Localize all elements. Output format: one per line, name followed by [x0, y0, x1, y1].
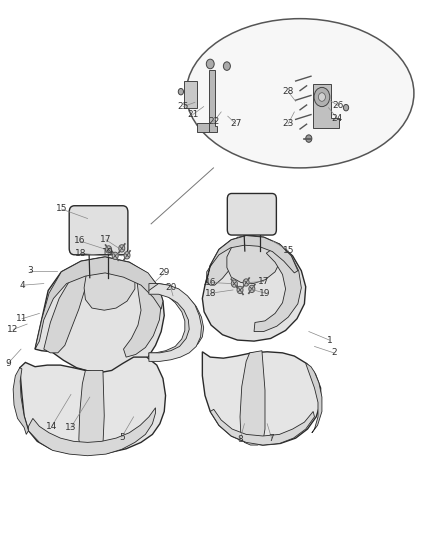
Text: 15: 15: [283, 246, 294, 255]
FancyBboxPatch shape: [227, 193, 276, 235]
Text: 22: 22: [208, 117, 219, 126]
Polygon shape: [197, 123, 209, 132]
Polygon shape: [207, 239, 237, 285]
Polygon shape: [202, 352, 321, 445]
Polygon shape: [184, 81, 197, 108]
Text: 2: 2: [331, 349, 336, 357]
Polygon shape: [35, 257, 163, 349]
Polygon shape: [13, 368, 28, 434]
Text: 5: 5: [119, 433, 125, 441]
Circle shape: [119, 245, 125, 252]
Circle shape: [306, 135, 312, 142]
Text: 27: 27: [230, 119, 241, 128]
Polygon shape: [124, 271, 161, 357]
Polygon shape: [149, 284, 204, 354]
Text: 21: 21: [187, 110, 198, 119]
Text: 1: 1: [326, 336, 332, 344]
Text: 16: 16: [74, 237, 85, 245]
Text: 28: 28: [283, 87, 294, 96]
Text: 29: 29: [159, 269, 170, 277]
Ellipse shape: [186, 19, 414, 168]
Polygon shape: [202, 236, 306, 341]
Text: 13: 13: [65, 423, 77, 432]
Polygon shape: [149, 284, 201, 361]
Polygon shape: [254, 244, 301, 332]
Text: 24: 24: [332, 114, 343, 123]
Text: 19: 19: [102, 248, 113, 256]
Circle shape: [231, 280, 237, 287]
Polygon shape: [306, 364, 322, 433]
Polygon shape: [313, 84, 339, 128]
Circle shape: [243, 279, 249, 286]
Text: 14: 14: [46, 422, 57, 431]
Circle shape: [112, 252, 118, 260]
Polygon shape: [28, 408, 155, 456]
Text: 23: 23: [283, 119, 294, 128]
Circle shape: [106, 246, 112, 253]
Text: 18: 18: [205, 289, 217, 297]
Text: 11: 11: [16, 314, 28, 323]
Polygon shape: [35, 257, 164, 373]
Text: 19: 19: [259, 289, 271, 297]
Circle shape: [206, 59, 214, 69]
Text: 15: 15: [56, 205, 67, 213]
Circle shape: [343, 104, 349, 111]
Text: 8: 8: [237, 435, 243, 444]
Text: 7: 7: [268, 434, 275, 442]
Polygon shape: [20, 357, 166, 454]
Polygon shape: [210, 409, 314, 445]
Text: 12: 12: [7, 325, 19, 334]
Circle shape: [314, 87, 330, 107]
Polygon shape: [240, 351, 265, 445]
Text: 17: 17: [258, 277, 269, 286]
Text: 9: 9: [5, 359, 11, 368]
Circle shape: [318, 93, 325, 101]
Text: 3: 3: [27, 266, 33, 275]
Text: 25: 25: [177, 102, 189, 111]
Circle shape: [249, 285, 255, 293]
Text: 16: 16: [205, 278, 216, 287]
FancyBboxPatch shape: [69, 206, 128, 255]
Text: 20: 20: [165, 284, 177, 292]
Text: 4: 4: [20, 281, 25, 289]
Circle shape: [178, 88, 184, 95]
Polygon shape: [79, 370, 104, 454]
Polygon shape: [84, 260, 135, 310]
Text: 17: 17: [100, 236, 112, 244]
Polygon shape: [205, 236, 298, 285]
Circle shape: [237, 286, 243, 294]
Circle shape: [223, 62, 230, 70]
Polygon shape: [227, 236, 280, 284]
Text: 26: 26: [332, 101, 344, 110]
Circle shape: [124, 252, 130, 259]
Polygon shape: [44, 269, 88, 353]
Polygon shape: [209, 70, 217, 132]
Text: 18: 18: [75, 249, 87, 257]
